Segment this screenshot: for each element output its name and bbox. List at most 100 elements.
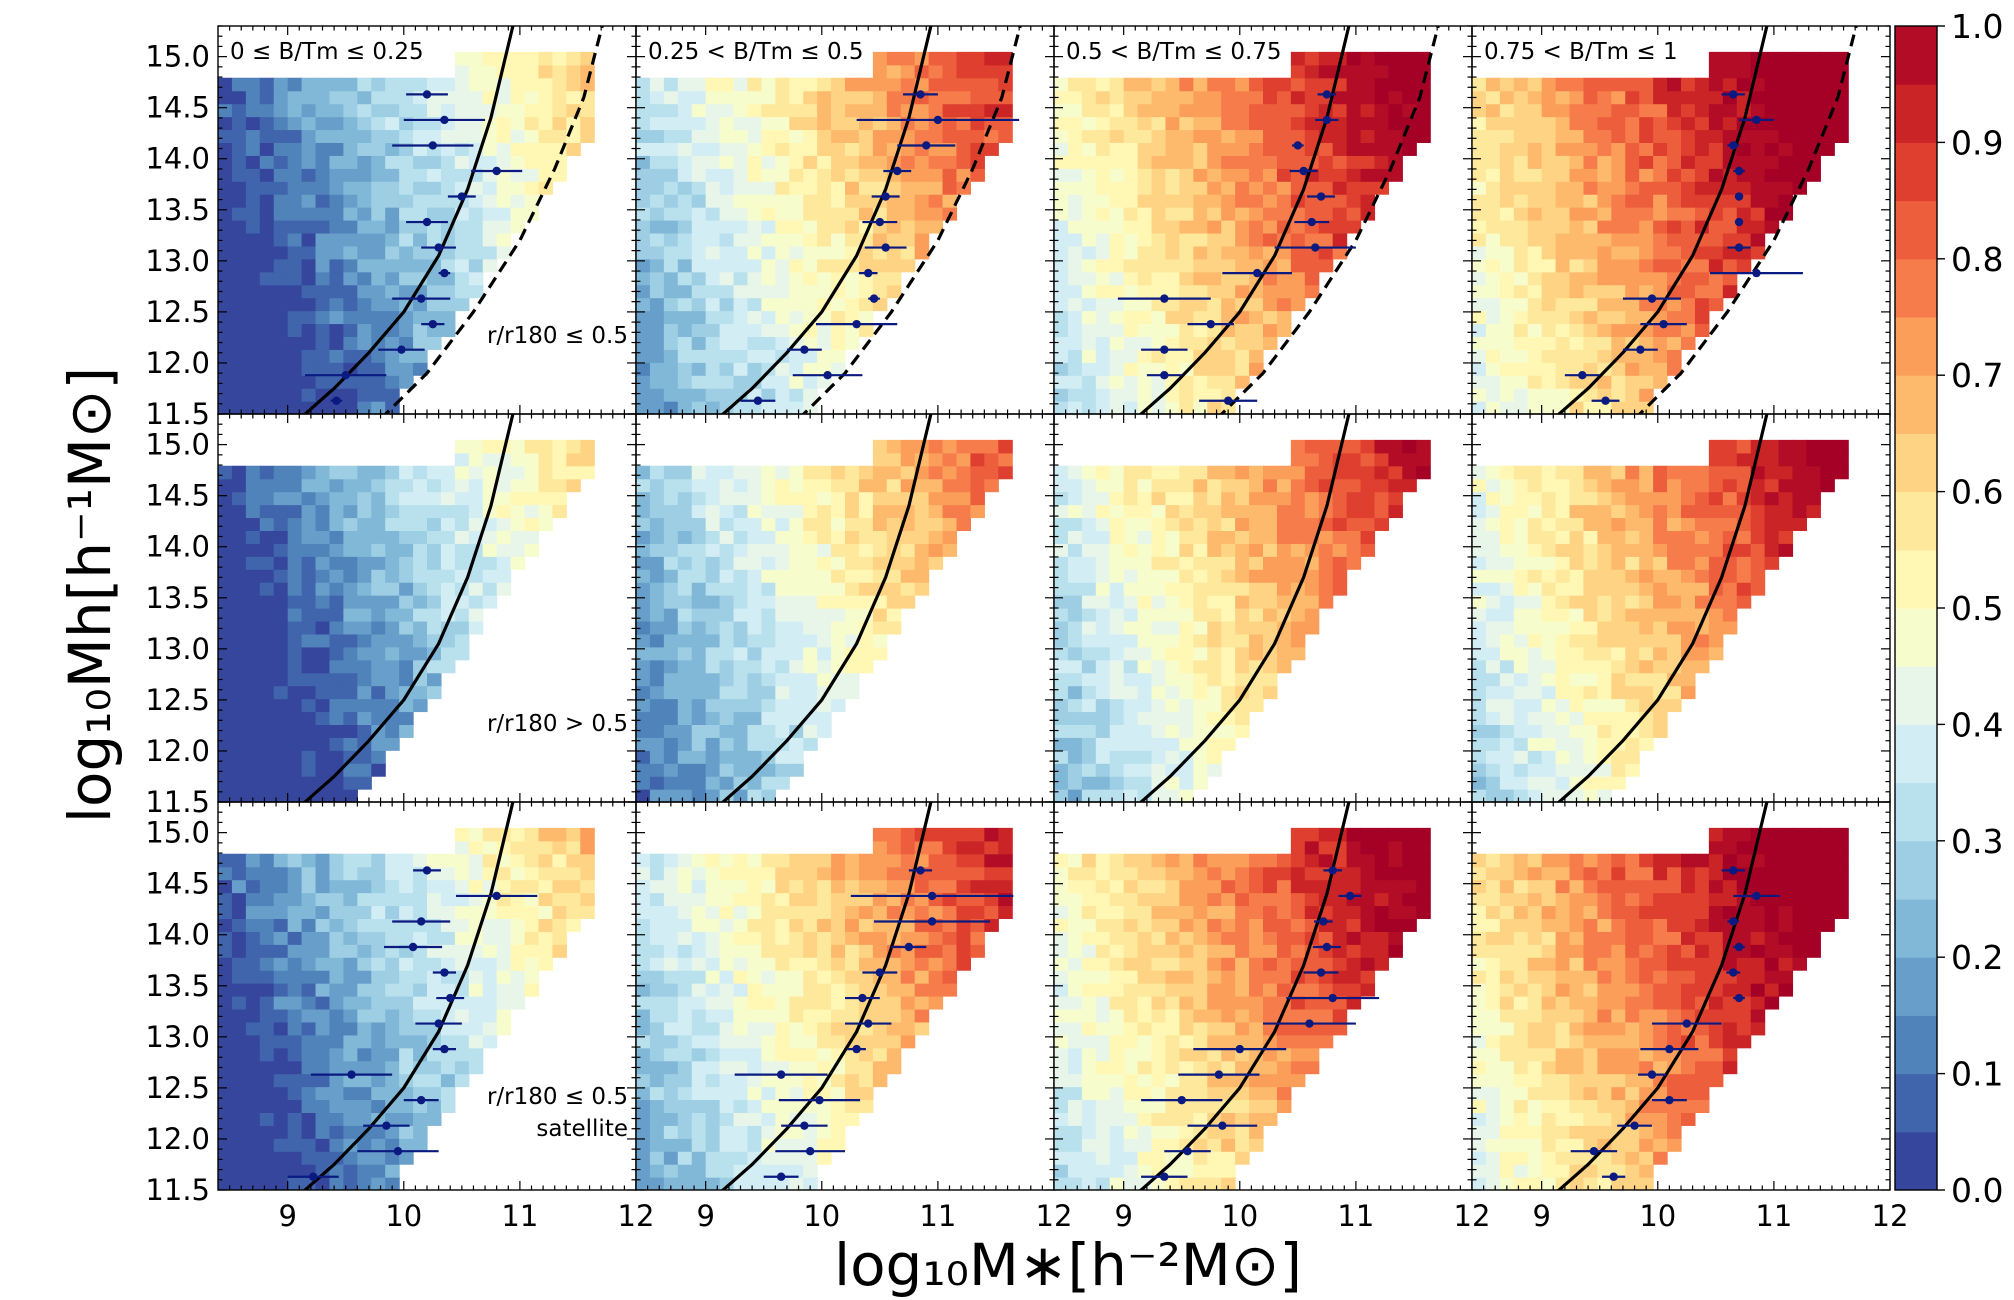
heatmap-cell xyxy=(1151,271,1167,286)
heatmap-cell xyxy=(1109,258,1125,273)
heatmap-cell xyxy=(1346,504,1362,519)
heatmap-cell xyxy=(1541,491,1557,506)
heatmap-cell xyxy=(1499,685,1515,700)
heatmap-cell xyxy=(1081,168,1097,182)
heatmap-cell xyxy=(1583,194,1598,208)
heatmap-cell xyxy=(845,297,860,312)
heatmap-cell xyxy=(357,918,372,932)
heatmap-cell xyxy=(1179,90,1194,105)
heatmap-cell xyxy=(1109,530,1125,544)
heatmap-cell xyxy=(329,789,344,802)
heatmap-cell xyxy=(287,1138,303,1152)
heatmap-cell xyxy=(1472,750,1487,764)
heatmap-cell xyxy=(1499,698,1515,713)
heatmap-cell xyxy=(775,375,790,389)
data-point xyxy=(434,243,443,252)
heatmap-cell xyxy=(440,465,456,480)
heatmap-cell xyxy=(1681,569,1696,583)
heatmap-cell xyxy=(636,504,651,519)
heatmap-cell xyxy=(1193,504,1208,519)
heatmap-cell xyxy=(454,116,470,131)
heatmap-cell xyxy=(1067,595,1083,609)
heatmap-cell xyxy=(1235,207,1250,221)
heatmap-cell xyxy=(1207,77,1222,92)
heatmap-cell xyxy=(1151,245,1167,260)
heatmap-cell xyxy=(357,595,372,609)
heatmap-cell xyxy=(413,931,428,945)
heatmap-cell xyxy=(218,633,233,648)
heatmap-cell xyxy=(454,879,470,894)
heatmap-cell xyxy=(315,737,331,751)
heatmap-cell xyxy=(413,116,428,131)
heatmap-cell xyxy=(1123,646,1139,661)
heatmap-cell xyxy=(942,530,958,544)
heatmap-cell xyxy=(468,77,484,92)
heatmap-cell xyxy=(1067,672,1083,687)
heatmap-cell xyxy=(1081,789,1097,802)
heatmap-cell xyxy=(1653,349,1668,363)
heatmap-cell xyxy=(1388,64,1403,79)
heatmap-cell xyxy=(1667,608,1682,622)
heatmap-cell xyxy=(1555,297,1571,312)
heatmap-cell xyxy=(245,672,261,687)
heatmap-cell xyxy=(1179,763,1194,777)
heatmap-cell xyxy=(538,866,553,881)
heatmap-cell xyxy=(440,284,456,299)
data-point xyxy=(1734,217,1744,227)
heatmap-cell xyxy=(273,349,289,363)
heatmap-cell xyxy=(1235,543,1250,557)
heatmap-cell xyxy=(1555,258,1571,273)
heatmap-cell xyxy=(301,569,317,583)
heatmap-cell xyxy=(1095,711,1111,725)
heatmap-cell xyxy=(1151,543,1167,557)
heatmap-cell xyxy=(552,116,567,131)
heatmap-cell xyxy=(1667,349,1682,363)
heatmap-cell xyxy=(315,142,331,156)
heatmap-cell xyxy=(649,349,665,363)
heatmap-cell xyxy=(677,232,693,247)
heatmap-cell xyxy=(649,77,665,92)
heatmap-cell xyxy=(1137,569,1153,583)
heatmap-cell xyxy=(691,737,707,751)
heatmap-cell xyxy=(1736,452,1752,467)
heatmap-cell xyxy=(900,465,916,480)
heatmap-cell xyxy=(273,1138,289,1152)
heatmap-cell xyxy=(1625,362,1640,376)
heatmap-cell xyxy=(747,698,762,713)
heatmap-cell xyxy=(636,310,651,325)
heatmap-cell xyxy=(496,155,512,169)
heatmap-cell xyxy=(329,556,344,570)
heatmap-cell xyxy=(705,530,721,544)
heatmap-cell xyxy=(1472,737,1487,751)
heatmap-cell xyxy=(1109,388,1125,402)
heatmap-cell xyxy=(259,1086,275,1101)
heatmap-cell xyxy=(1653,90,1668,105)
heatmap-cell xyxy=(1485,595,1501,609)
heatmap-cell xyxy=(1778,194,1794,208)
heatmap-cell xyxy=(1318,569,1334,583)
heatmap-cell xyxy=(427,983,442,997)
heatmap-cell xyxy=(872,556,888,570)
heatmap-cell xyxy=(301,698,317,713)
heatmap-cell xyxy=(245,646,261,661)
heatmap-cell xyxy=(273,556,289,570)
heatmap-cell xyxy=(413,310,428,325)
heatmap-cell xyxy=(636,142,651,156)
heatmap-cell xyxy=(440,853,456,868)
heatmap-cell xyxy=(538,51,553,66)
heatmap-cell xyxy=(231,918,247,932)
heatmap-cell xyxy=(1597,608,1612,622)
heatmap-cell xyxy=(259,1138,275,1152)
heatmap-cell xyxy=(343,595,358,609)
heatmap-cell xyxy=(747,763,762,777)
heatmap-cell xyxy=(719,776,735,790)
heatmap-cell xyxy=(858,504,874,519)
heatmap-cell xyxy=(1318,220,1334,234)
heatmap-cell xyxy=(1346,129,1362,143)
heatmap-cell xyxy=(538,957,553,971)
heatmap-cell xyxy=(385,853,400,868)
heatmap-cell xyxy=(496,129,512,143)
heatmap-cell xyxy=(1667,478,1682,493)
heatmap-cell xyxy=(1054,465,1069,480)
heatmap-cell xyxy=(1165,582,1180,596)
